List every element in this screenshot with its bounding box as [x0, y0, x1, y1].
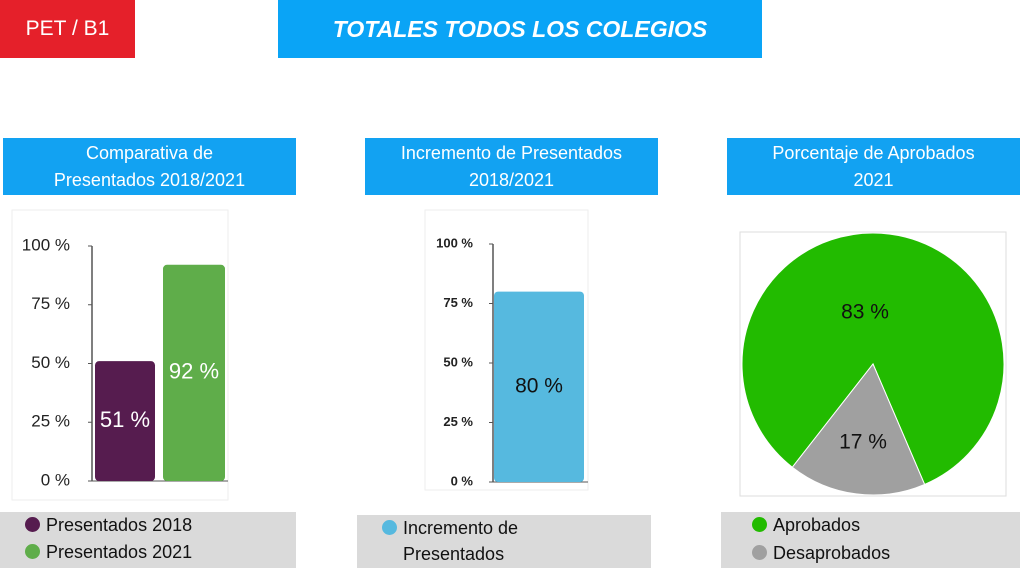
- y-tick-label: 75 %: [31, 294, 70, 313]
- legend: [357, 515, 651, 568]
- y-tick-label: 75 %: [443, 295, 473, 310]
- bar: [95, 361, 155, 481]
- y-tick-label: 100 %: [436, 235, 473, 250]
- legend-item: Desaprobados: [752, 540, 992, 566]
- legend-label: Aprobados: [773, 515, 861, 535]
- y-tick-label: 25 %: [31, 412, 70, 431]
- legend-marker: [382, 520, 397, 535]
- legend-item: Presentados 2018: [25, 512, 285, 538]
- legend-label: Incremento de Presentados: [403, 518, 519, 564]
- pie-slice: [791, 363, 926, 496]
- data-label: 83 %: [841, 301, 889, 324]
- legend: [0, 512, 296, 568]
- bar: [163, 264, 225, 481]
- legend-marker: [25, 544, 40, 559]
- legend-item: Presentados 2021: [25, 539, 285, 565]
- badge: PET / B1: [0, 0, 135, 58]
- y-tick-label: 50 %: [31, 353, 70, 372]
- legend-label: Desaprobados: [773, 543, 891, 563]
- bar: [494, 291, 584, 482]
- data-label: 51 %: [100, 407, 150, 432]
- page-title: TOTALES TODOS LOS COLEGIOS: [278, 0, 762, 58]
- y-tick-label: 100 %: [22, 235, 70, 254]
- y-tick-label: 25 %: [443, 414, 473, 429]
- data-label: 80 %: [515, 374, 563, 397]
- legend-item: Aprobados: [752, 512, 992, 538]
- chart-title: Comparativa de Presentados 2018/2021: [3, 138, 296, 195]
- legend: [721, 512, 1020, 568]
- legend-item: Incremento de Presentados: [382, 515, 552, 567]
- y-tick-label: 0 %: [451, 473, 474, 488]
- chart-title: Incremento de Presentados 2018/2021: [365, 138, 658, 195]
- legend-label: Presentados 2018: [46, 515, 193, 535]
- data-label: 17 %: [839, 431, 887, 454]
- chart-title: Porcentaje de Aprobados 2021: [727, 138, 1020, 195]
- pie-slice: [741, 232, 1005, 486]
- data-label: 92 %: [169, 359, 219, 384]
- legend-label: Presentados 2021: [46, 542, 193, 562]
- legend-marker: [752, 517, 767, 532]
- legend-marker: [25, 517, 40, 532]
- legend-marker: [752, 545, 767, 560]
- y-tick-label: 0 %: [41, 470, 70, 489]
- y-tick-label: 50 %: [443, 354, 473, 369]
